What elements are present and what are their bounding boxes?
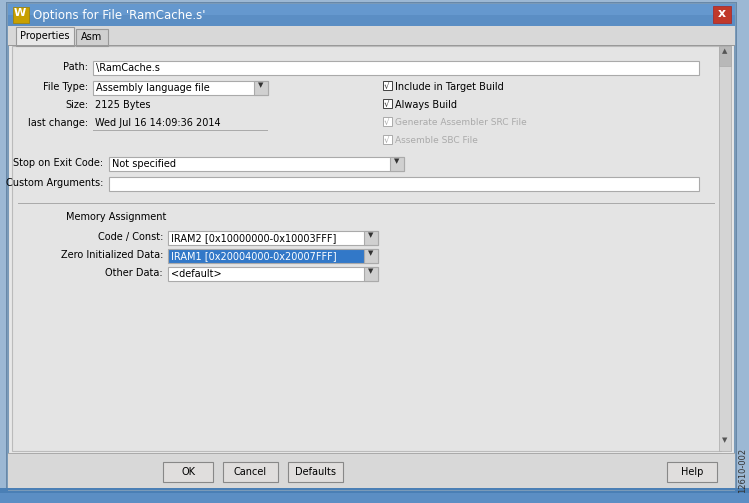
Bar [16,27,74,46]
Text: \RamCache.s: \RamCache.s [96,63,160,73]
Bar [719,46,731,66]
Bar [168,231,378,245]
Bar [168,267,378,281]
Text: 12610-002: 12610-002 [739,448,748,492]
Bar [93,130,268,131]
Bar [288,462,343,482]
Text: <default>: <default> [171,269,222,279]
Text: ▼: ▼ [368,268,373,274]
Bar [667,462,717,482]
Text: Memory Assignment: Memory Assignment [66,212,166,222]
Text: IRAM1 [0x20004000-0x20007FFF]: IRAM1 [0x20004000-0x20007FFF] [171,251,336,261]
Text: OK: OK [181,467,195,477]
Text: Help: Help [681,467,703,477]
Text: Options for File 'RamCache.s': Options for File 'RamCache.s' [33,9,205,22]
Text: ▼: ▼ [258,82,264,88]
Text: Properties: Properties [20,31,70,41]
Bar [0,488,749,493]
Text: Always Build: Always Build [395,100,457,110]
Text: W: W [14,8,26,18]
Bar [93,61,699,75]
Bar [163,462,213,482]
Text: ▼: ▼ [368,232,373,238]
Text: ▼: ▼ [394,158,399,164]
Bar [8,4,735,15]
Bar [383,117,392,126]
Text: IRAM2 [0x10000000-0x10003FFF]: IRAM2 [0x10000000-0x10003FFF] [171,233,336,243]
Text: Generate Assembler SRC File: Generate Assembler SRC File [395,118,527,127]
Text: Size:: Size: [65,100,88,110]
Bar [364,267,378,281]
Bar [383,81,392,90]
Text: Code / Const:: Code / Const: [97,232,163,242]
Bar [0,491,749,503]
Text: last change:: last change: [28,118,88,128]
Bar [719,46,731,451]
Text: √: √ [383,81,389,91]
Bar [8,453,735,491]
Bar [12,46,721,451]
Text: √: √ [383,118,389,126]
Text: Wed Jul 16 14:09:36 2014: Wed Jul 16 14:09:36 2014 [95,118,221,128]
Text: √: √ [383,135,389,144]
Bar [8,45,735,46]
Bar [76,29,108,46]
Text: Stop on Exit Code:: Stop on Exit Code: [13,158,103,168]
Text: Zero Initialized Data:: Zero Initialized Data: [61,250,163,260]
Text: ▲: ▲ [722,48,727,54]
Bar [93,81,268,95]
Bar [8,453,735,454]
Bar [364,231,378,245]
Text: 2125 Bytes: 2125 Bytes [95,100,151,110]
Text: Other Data:: Other Data: [106,268,163,278]
Text: Not specified: Not specified [112,159,176,169]
Bar [18,203,715,204]
Bar [383,135,392,144]
Text: x: x [718,7,726,20]
Bar [13,7,29,23]
Text: ▼: ▼ [368,250,373,256]
Bar [109,157,404,171]
Text: Path:: Path: [63,62,88,72]
Bar [383,99,392,108]
Bar [8,26,735,46]
Bar [93,95,268,96]
Bar [8,490,735,491]
Text: √: √ [383,100,389,109]
Bar [364,249,378,263]
Bar [109,177,699,191]
Bar [223,462,278,482]
Text: Cancel: Cancel [234,467,267,477]
Text: Include in Target Build: Include in Target Build [395,82,504,92]
Bar [713,6,731,23]
Text: ▼: ▼ [722,437,727,443]
Text: File Type:: File Type: [43,82,88,92]
Bar [168,249,378,263]
Text: Assembly language file: Assembly language file [96,83,210,93]
Text: Defaults: Defaults [295,467,336,477]
Bar [254,81,268,95]
Bar [390,157,404,171]
Text: Asm: Asm [81,32,103,42]
Text: Custom Arguments:: Custom Arguments: [6,178,103,188]
Text: Assemble SBC File: Assemble SBC File [395,136,478,145]
Bar [8,4,735,26]
